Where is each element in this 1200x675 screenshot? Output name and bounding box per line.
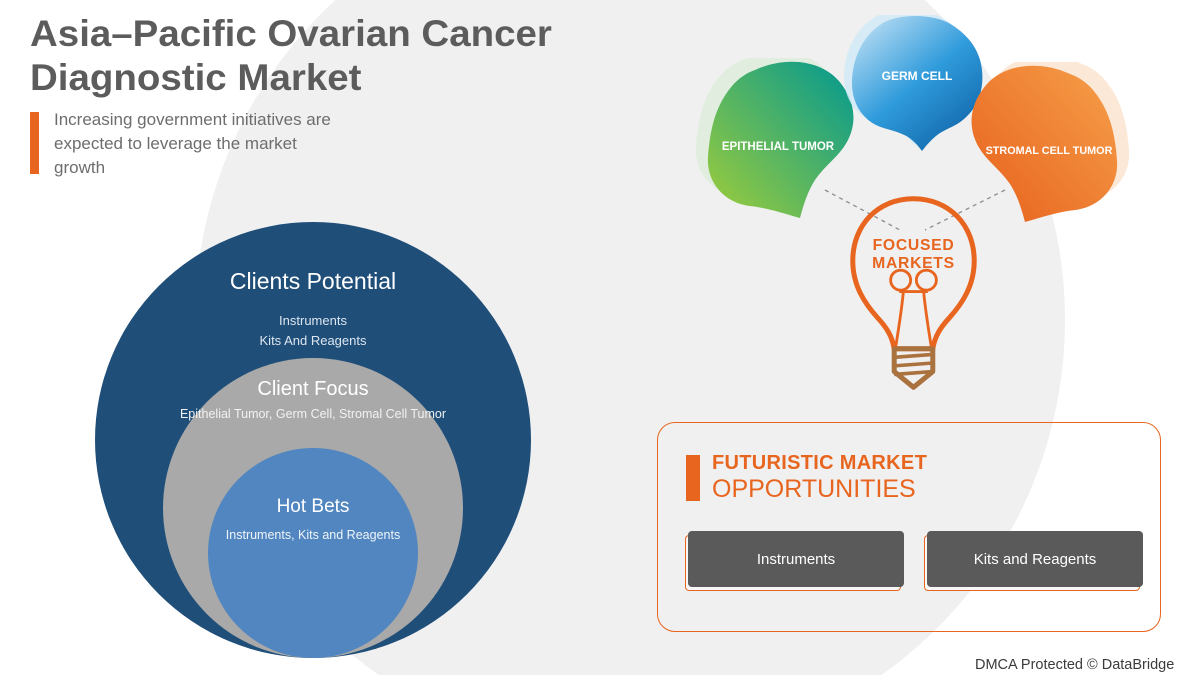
svg-text:FOCUSED: FOCUSED xyxy=(873,237,955,254)
svg-text:MARKETS: MARKETS xyxy=(872,255,955,272)
svg-text:EPITHELIAL TUMOR: EPITHELIAL TUMOR xyxy=(722,141,835,153)
svg-text:STROMAL CELL TUMOR: STROMAL CELL TUMOR xyxy=(986,145,1113,157)
svg-text:GERM CELL: GERM CELL xyxy=(882,69,953,83)
